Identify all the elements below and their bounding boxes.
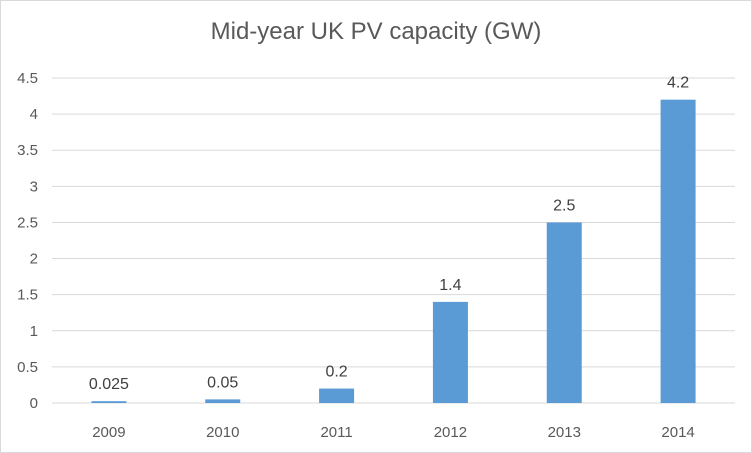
data-label-2009: 0.025 (89, 376, 129, 393)
y-tick-label: 3 (30, 178, 38, 195)
y-axis-ticks: 0 0.5 1 1.5 2 2.5 3 3.5 4 4.5 (17, 70, 38, 412)
x-tick-label-2013: 2013 (548, 424, 581, 441)
bar-2009 (91, 401, 127, 403)
bar-2011 (319, 388, 355, 403)
data-label-2010: 0.05 (207, 374, 238, 391)
y-tick-label: 2.5 (17, 214, 38, 231)
x-tick-label-2009: 2009 (92, 424, 125, 441)
y-tick-label: 4.5 (17, 70, 38, 87)
data-label-2011: 0.2 (325, 364, 347, 381)
x-tick-label-2011: 2011 (320, 424, 352, 441)
x-axis-ticks: 2009 2010 2011 2012 2013 2014 (92, 424, 695, 441)
gridlines (52, 77, 735, 404)
x-tick-label-2012: 2012 (434, 424, 467, 441)
y-tick-label: 4 (30, 106, 38, 123)
y-tick-label: 0.5 (17, 359, 38, 376)
chart-title: Mid-year UK PV capacity (GW) (210, 18, 542, 45)
bar-2012 (432, 301, 468, 403)
x-tick-label-2014: 2014 (661, 424, 694, 441)
data-label-2014: 4.2 (667, 75, 689, 92)
bar-2013 (546, 222, 582, 403)
bar-2014 (660, 99, 696, 404)
x-tick-label-2010: 2010 (206, 424, 239, 441)
y-tick-label: 2 (30, 251, 38, 268)
bars (91, 99, 696, 404)
y-tick-label: 1 (30, 323, 38, 340)
y-tick-label: 3.5 (17, 142, 38, 159)
bar-2010 (205, 399, 241, 403)
data-label-2012: 1.4 (439, 277, 461, 294)
y-tick-label: 0 (30, 395, 38, 412)
data-label-2013: 2.5 (553, 197, 575, 214)
data-labels: 0.025 0.05 0.2 1.4 2.5 4.2 (89, 75, 689, 394)
y-tick-label: 1.5 (17, 287, 38, 304)
